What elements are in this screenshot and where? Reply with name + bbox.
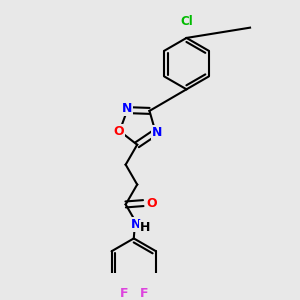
Text: O: O [113,124,124,137]
Text: F: F [140,287,148,300]
Text: Cl: Cl [180,15,193,28]
Text: N: N [131,218,142,231]
Text: F: F [119,287,128,300]
Text: O: O [146,196,157,210]
Text: N: N [122,102,132,115]
Text: N: N [152,126,162,139]
Text: H: H [140,220,151,234]
